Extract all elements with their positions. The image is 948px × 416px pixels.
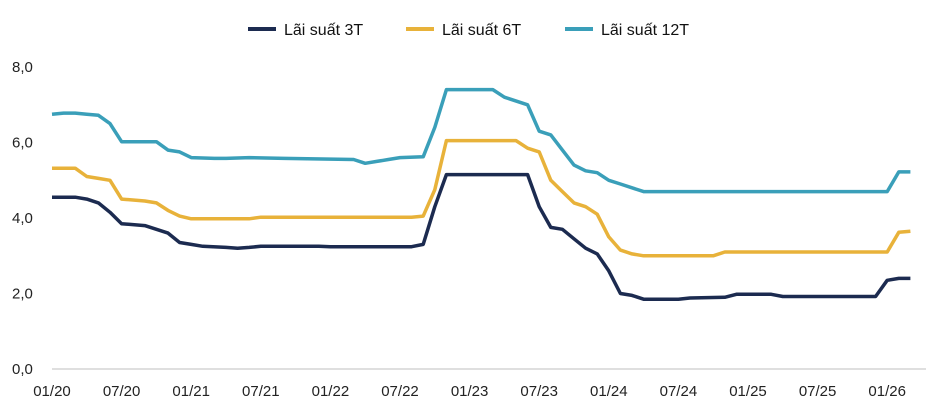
series-line-6t [52,138,911,258]
x-tick-label: 01/25 [729,383,767,400]
series-lines [51,87,911,301]
x-tick-label: 07/21 [242,383,280,400]
legend-label-6t: Lãi suất 6T [442,22,521,39]
x-tick-label: 07/24 [660,383,698,400]
x-tick-label: 07/20 [103,383,141,400]
x-tick-label: 01/26 [868,383,906,400]
x-tick-label: 01/23 [451,383,489,400]
y-tick-label: 4,0 [12,210,33,227]
y-tick-label: 2,0 [12,286,33,303]
series-line-12t [51,87,911,194]
x-tick-label: 01/20 [33,383,71,400]
y-tick-label: 0,0 [12,361,33,378]
legend-label-12t: Lãi suất 12T [601,22,689,39]
x-tick-label: 01/22 [312,383,350,400]
legend: Lãi suất 3T Lãi suất 6T Lãi suất 12T [248,22,689,39]
series-line-3t [52,172,911,301]
legend-label-3t: Lãi suất 3T [284,22,363,39]
x-tick-label: 07/25 [799,383,837,400]
y-tick-label: 6,0 [12,135,33,152]
x-tick-label: 01/21 [172,383,210,400]
axes: 0,0 2,0 4,0 6,0 8,0 01/20 07/20 01/21 07/21 01/22… [12,59,926,400]
x-tick-label: 07/22 [381,383,419,400]
x-tick-label: 01/24 [590,383,628,400]
y-tick-label: 8,0 [12,59,33,76]
x-tick-label: 07/23 [520,383,558,400]
